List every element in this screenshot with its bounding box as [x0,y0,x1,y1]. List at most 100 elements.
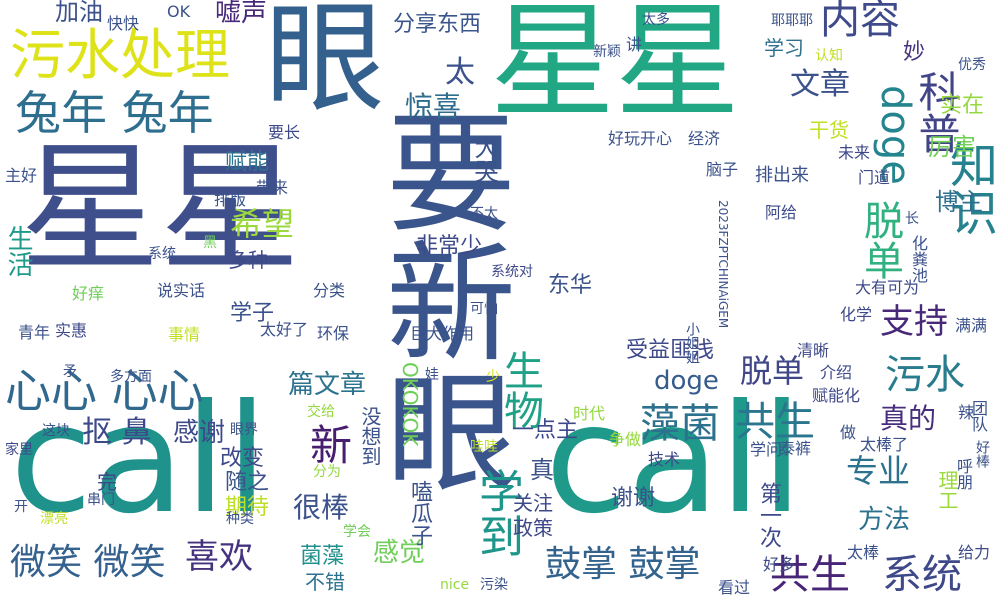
cloud-word: 微笑 微笑 [10,542,166,583]
cloud-word: 新 [310,421,353,470]
cloud-word: 文章 [790,67,850,102]
cloud-word: 太棒了 [860,435,909,454]
cloud-word: 太好了 [260,320,309,339]
cloud-word: 学问 [750,440,783,459]
cloud-word: 污水 [885,352,965,398]
cloud-word: 厉害 [928,133,976,161]
cloud-word: 脑子 [706,160,739,179]
cloud-word: 系统 [882,552,962,598]
cloud-word: 大有可为 [855,278,920,297]
cloud-word: 做 [840,423,857,442]
cloud-word: 喜欢 [185,537,253,577]
cloud-word: 多方面 [110,369,152,385]
cloud-word: 交给 [307,404,335,420]
cloud-word: 可怕 [470,301,498,317]
cloud-word: call [545,373,803,547]
cloud-word: 共生 [770,552,850,598]
cloud-word: 真的 [880,402,937,435]
cloud-word: 妙 [903,40,926,65]
cloud-word: 看过 [718,578,751,597]
cloud-word: doge [654,366,719,396]
cloud-word: 好棒 [974,440,990,468]
cloud-word: 生物 [497,350,543,430]
cloud-word: 泰裤 [779,439,812,458]
cloud-word: 学到 [471,468,524,558]
cloud-word: 系统对 [491,264,533,280]
cloud-word: 惊喜 [405,90,462,123]
cloud-word: 不错 [305,570,345,594]
cloud-word: 感觉 [373,538,426,568]
cloud-word: 政策 [513,516,553,540]
cloud-word: 鼓掌 鼓掌 [545,544,701,585]
cloud-word: 化粪池 [909,235,928,283]
cloud-word: 内容 [820,0,900,43]
cloud-word: 藻菌 [640,401,720,447]
cloud-word: 种类 [226,511,254,527]
cloud-word: 时代 [573,404,606,423]
cloud-word: 排版 [214,190,247,209]
cloud-word: 多种 [228,248,268,272]
cloud-word: 团队 [969,400,988,432]
cloud-word: 太多 [642,12,670,28]
cloud-word: 大哭 [470,135,498,183]
cloud-word: 理工 [935,470,959,510]
cloud-word: 赋能化 [812,386,861,405]
cloud-word: 真 [530,456,554,484]
cloud-word: 谢谢 [611,486,656,511]
cloud-word: 2023FZPTCHINAiGEM [716,200,730,329]
cloud-word: 要新眼 [364,105,516,495]
cloud-word: 篇文章 [288,370,367,400]
cloud-word: 实惠 [55,321,88,340]
cloud-word: 娃 [425,367,439,383]
cloud-word: 兔年 兔年 [15,86,214,140]
cloud-word: 呼朋 [954,458,973,490]
cloud-word: 优秀 [958,57,986,73]
cloud-word: 太棒 [847,543,880,562]
cloud-word: 哇哇 [470,439,498,455]
cloud-word: 满满 [955,316,988,335]
cloud-word: 环保 [317,324,350,343]
cloud-word: 共生 [735,399,815,445]
cloud-word: 长 [905,211,919,227]
cloud-word: 博主 [935,188,983,216]
cloud-word: 很棒 [293,491,350,524]
cloud-word: 污染 [480,577,508,593]
cloud-word: 脱单 [740,352,805,390]
cloud-word: 分为 [313,464,341,480]
cloud-word: 小姐姐 [684,322,700,364]
cloud-word: 开 [14,499,28,515]
cloud-word: 专业 [846,452,911,490]
cloud-word: 星星 [490,0,740,135]
cloud-word: 带来 [256,178,289,197]
cloud-word: 随之 [225,470,270,495]
cloud-word: 巨大作用 [410,324,475,343]
cloud-word: 方法 [858,505,911,535]
cloud-word: 心心 心心 [5,364,204,418]
cloud-word: 黑 [203,235,217,251]
cloud-word: 希望 [230,205,295,243]
cloud-word: 污水处理 [10,23,231,87]
cloud-word: 化学 [840,305,873,324]
cloud-word: 学习 [764,36,804,60]
cloud-word: 嗑瓜子 [407,480,432,546]
cloud-word: doge [872,85,918,185]
cloud-word: 说实话 [157,281,206,300]
cloud-word: 菌藻 [300,544,345,569]
cloud-word: 好玩开心 [608,129,673,148]
cloud-word: 学子 [230,301,275,326]
cloud-word: 少 [486,369,500,385]
cloud-word: 阿给 [765,203,798,222]
cloud-word: 眼界 [230,422,258,438]
cloud-word: 主好 [5,166,38,185]
cloud-word: 门道 [858,168,891,187]
cloud-word: nice [440,577,470,593]
cloud-word: 学会 [343,524,371,540]
cloud-word: 耶耶耶 [771,13,813,29]
cloud-word: 科普 [912,70,961,154]
cloud-word: 技术 [648,450,681,469]
cloud-word: 要长 [268,123,301,142]
cloud-word: 事情 [168,325,201,344]
cloud-word: 加油 [55,0,103,26]
cloud-word: 介绍 [820,363,853,382]
